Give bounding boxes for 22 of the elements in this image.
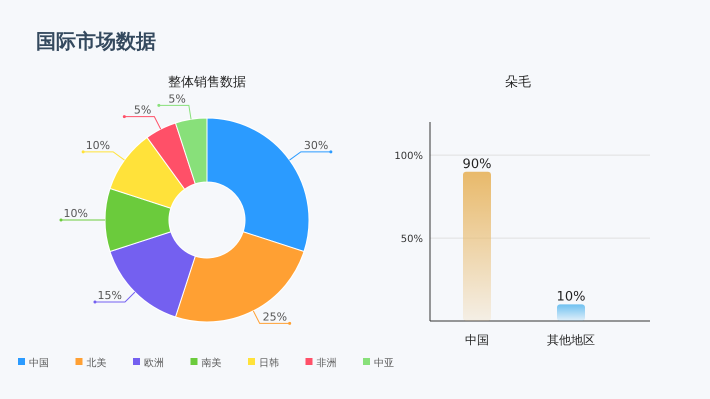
legend-label: 南美 [202,357,222,369]
chart-title: 朵毛 [505,75,531,90]
legend-label: 中国 [29,357,49,369]
legend-label: 欧洲 [144,357,164,369]
legend-label: 日韩 [259,357,279,369]
data-label: 10% [86,138,110,152]
data-label: 25% [262,310,288,324]
data-label: 5% [134,104,152,117]
data-label: 15% [98,289,122,302]
legend-label: 中亚 [374,357,394,369]
data-label: 10% [556,289,586,304]
data-label: 10% [64,207,88,220]
legend-label: 非洲 [316,357,336,369]
y-tick-label: 50% [400,234,423,246]
data-label: 5% [168,92,186,106]
chart-title: 整体销售数据 [168,75,246,90]
x-tick-label: 其他地区 [547,333,595,347]
data-label: 90% [462,156,492,172]
y-tick-label: 100% [394,151,423,162]
legend-label: 北美 [86,357,106,369]
text: 国际市场数据 [36,29,156,53]
data-label: 30% [304,138,328,152]
